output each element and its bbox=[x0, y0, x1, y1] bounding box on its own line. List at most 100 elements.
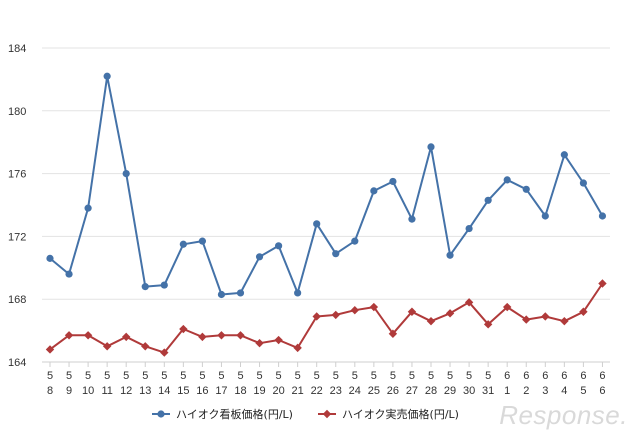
x-tick-label-month: 6 bbox=[561, 370, 567, 382]
legend-marker bbox=[157, 410, 165, 418]
x-tick-label-day: 3 bbox=[542, 385, 548, 397]
data-point bbox=[83, 331, 93, 340]
data-point bbox=[407, 307, 417, 316]
data-point bbox=[388, 329, 398, 338]
series-line bbox=[49, 75, 604, 296]
x-tick-label-month: 5 bbox=[218, 370, 224, 382]
x-tick-label-month: 5 bbox=[199, 370, 205, 382]
data-point bbox=[522, 315, 531, 324]
y-tick-label: 176 bbox=[8, 169, 26, 181]
data-point bbox=[160, 348, 169, 357]
x-tick-label-month: 5 bbox=[47, 370, 53, 382]
data-point bbox=[179, 240, 187, 248]
data-point bbox=[464, 298, 474, 307]
legend-marker bbox=[322, 409, 332, 419]
x-tick-label-day: 25 bbox=[368, 385, 380, 397]
data-point bbox=[483, 320, 493, 329]
x-tick-label-day: 15 bbox=[177, 385, 189, 397]
data-point bbox=[503, 302, 512, 312]
x-tick-label-month: 5 bbox=[276, 370, 282, 382]
x-tick-label-day: 13 bbox=[139, 385, 151, 397]
y-tick-label: 180 bbox=[8, 106, 26, 118]
x-tick-label-month: 5 bbox=[352, 370, 358, 382]
x-tick-label-month: 5 bbox=[314, 370, 320, 382]
data-point bbox=[598, 279, 607, 288]
x-tick-label-month: 5 bbox=[371, 370, 377, 382]
x-tick-label-month: 5 bbox=[409, 370, 415, 382]
data-point bbox=[484, 196, 492, 204]
data-point bbox=[198, 237, 206, 245]
data-point bbox=[84, 204, 92, 212]
x-tick-label-month: 5 bbox=[333, 370, 339, 382]
data-point bbox=[313, 220, 321, 228]
data-point bbox=[294, 289, 302, 297]
data-point bbox=[408, 215, 416, 223]
x-tick-label-month: 5 bbox=[142, 370, 148, 382]
y-tick-label: 184 bbox=[8, 43, 26, 55]
x-tick-label-month: 5 bbox=[428, 370, 434, 382]
x-tick-label-month: 5 bbox=[123, 370, 129, 382]
data-point bbox=[236, 331, 245, 340]
legend-label: ハイオク実売価格(円/L) bbox=[342, 407, 459, 421]
data-point bbox=[332, 250, 340, 258]
data-point bbox=[45, 345, 55, 354]
x-tick-label-day: 6 bbox=[599, 385, 605, 397]
data-point bbox=[350, 305, 359, 315]
data-point bbox=[560, 316, 569, 326]
data-point bbox=[541, 312, 550, 321]
data-point bbox=[217, 331, 226, 340]
x-tick-label-day: 17 bbox=[215, 385, 227, 397]
data-point bbox=[179, 324, 188, 334]
x-tick-label-month: 6 bbox=[542, 370, 548, 382]
series-2 bbox=[45, 279, 607, 357]
x-tick-label-day: 14 bbox=[158, 385, 170, 397]
data-point bbox=[446, 251, 454, 259]
x-tick-label-day: 4 bbox=[561, 385, 567, 397]
data-point bbox=[560, 151, 568, 159]
x-tick-label-day: 10 bbox=[82, 385, 94, 397]
x-tick-label-day: 16 bbox=[196, 385, 208, 397]
data-point bbox=[255, 253, 264, 261]
x-tick-label-month: 6 bbox=[580, 370, 586, 382]
data-point bbox=[141, 342, 150, 351]
y-tick-label: 172 bbox=[8, 231, 26, 243]
data-point bbox=[522, 185, 530, 193]
data-point bbox=[503, 176, 511, 184]
x-tick-label-day: 2 bbox=[523, 385, 529, 397]
x-tick-label-month: 6 bbox=[504, 370, 510, 382]
x-tick-label-day: 5 bbox=[580, 385, 586, 397]
series-line bbox=[49, 282, 604, 354]
x-tick-label-month: 5 bbox=[447, 370, 453, 382]
legend-item-1: ハイオク看板価格(円/L) bbox=[152, 407, 293, 421]
data-point bbox=[579, 179, 588, 187]
data-point bbox=[275, 242, 283, 250]
data-point bbox=[64, 331, 74, 340]
data-point bbox=[141, 283, 149, 291]
x-tick-label-day: 19 bbox=[253, 385, 265, 397]
y-axis-ticks: 164 168 172 176 180 184 bbox=[8, 43, 26, 369]
x-tick-label-month: 5 bbox=[161, 370, 167, 382]
data-point bbox=[369, 302, 379, 312]
y-tick-label: 168 bbox=[8, 294, 26, 306]
data-point bbox=[312, 312, 321, 321]
x-tick-label-day: 18 bbox=[234, 385, 246, 397]
x-tick-label-day: 28 bbox=[425, 385, 437, 397]
x-tick-label-day: 11 bbox=[101, 385, 112, 397]
data-point bbox=[198, 332, 207, 342]
data-point bbox=[579, 307, 588, 316]
x-tick-label-day: 21 bbox=[292, 385, 304, 397]
x-tick-label-month: 5 bbox=[85, 370, 91, 382]
x-tick-label-month: 5 bbox=[180, 370, 186, 382]
data-point bbox=[331, 310, 340, 320]
x-tick-label-day: 20 bbox=[272, 385, 284, 397]
x-tick-label-day: 27 bbox=[406, 385, 418, 397]
x-tick-label-day: 9 bbox=[66, 385, 72, 397]
x-tick-label-month: 5 bbox=[466, 370, 472, 382]
series-group bbox=[45, 72, 607, 357]
data-point bbox=[236, 289, 245, 297]
x-tick-label-month: 5 bbox=[237, 370, 243, 382]
x-tick-label-day: 1 bbox=[504, 385, 510, 397]
data-point bbox=[46, 254, 54, 262]
data-point bbox=[426, 316, 436, 326]
